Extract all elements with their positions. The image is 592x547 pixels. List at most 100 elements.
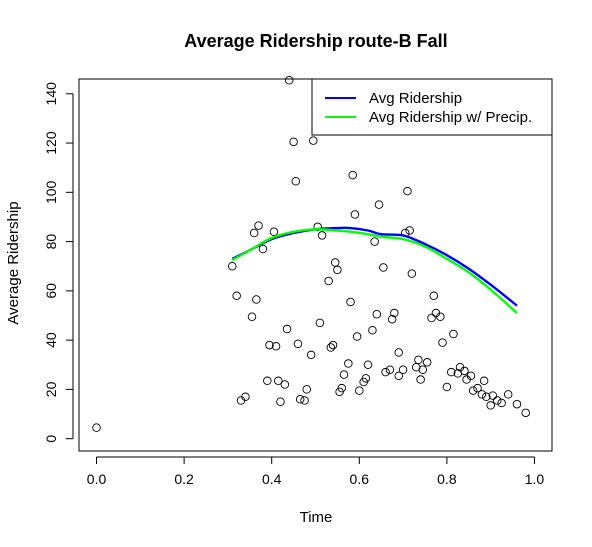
scatter-points [92, 75, 530, 432]
y-tick-label: 140 [43, 82, 59, 106]
y-tick-label: 40 [43, 332, 59, 348]
scatter-point [482, 392, 491, 402]
scatter-point [387, 314, 397, 324]
scatter-point [493, 396, 502, 405]
scatter-point [486, 401, 495, 410]
y-tick-label: 120 [43, 131, 59, 155]
scatter-point [503, 390, 513, 399]
scatter-point [293, 339, 303, 349]
scatter-point [258, 244, 268, 254]
scatter-point [372, 310, 382, 319]
scatter-point [348, 170, 357, 180]
y-tick-label: 0 [43, 435, 59, 443]
scatter-point [370, 237, 379, 246]
scatter-point [252, 295, 261, 304]
scatter-point [390, 308, 399, 318]
scatter-point [284, 75, 294, 85]
scatter-point [488, 391, 498, 400]
scatter-point [276, 397, 285, 406]
scatter-point [249, 228, 259, 238]
y-tick-label: 60 [43, 283, 59, 299]
series-line-avg-ridership-precip [231, 228, 518, 314]
scatter-point [429, 291, 439, 301]
scatter-point [337, 383, 347, 393]
x-tick-label: 0.0 [87, 471, 107, 487]
scatter-point [374, 200, 384, 209]
scatter-point [263, 376, 272, 386]
scatter-point [394, 371, 403, 381]
scatter-point [328, 340, 338, 350]
scatter-point [466, 371, 476, 381]
legend: Avg Ridership Avg Ridership w/ Precip. [311, 78, 553, 136]
x-axis-label: Time [300, 509, 333, 526]
scatter-point [254, 221, 263, 230]
scatter-point [330, 258, 340, 267]
scatter-point [368, 326, 377, 335]
scatter-point [317, 231, 327, 240]
scatter-point [326, 343, 336, 352]
scatter-point [92, 423, 101, 432]
scatter-point [497, 398, 506, 408]
series-lines [231, 226, 518, 314]
scatter-point [442, 382, 452, 392]
x-axis: 0.0 0.2 0.4 0.6 0.8 1.0 [87, 456, 545, 487]
scatter-point [271, 342, 281, 351]
scatter-point [333, 265, 342, 275]
x-tick-label: 0.2 [174, 471, 194, 487]
scatter-point [352, 332, 362, 341]
scatter-point [460, 366, 469, 376]
x-tick-label: 1.0 [525, 471, 545, 487]
scatter-point [339, 370, 349, 379]
scatter-point [315, 318, 325, 328]
scatter-point [416, 375, 425, 384]
legend-label-avg-ridership-precip: Avg Ridership w/ Precip. [369, 109, 532, 126]
scatter-point [309, 136, 318, 145]
scatter-point [291, 176, 301, 186]
scatter-point [405, 226, 414, 235]
x-tick-label: 0.6 [350, 471, 370, 487]
scatter-point [473, 383, 482, 393]
scatter-point [385, 365, 395, 374]
scatter-point [381, 367, 390, 377]
scatter-point [427, 313, 436, 323]
scatter-point [344, 359, 353, 368]
y-axis: 0 20 40 60 80 100 120 140 [43, 82, 74, 443]
scatter-point [449, 329, 458, 339]
scatter-point [398, 365, 408, 374]
scatter-point [274, 376, 283, 386]
scatter-point [350, 210, 360, 219]
scatter-point [422, 358, 432, 367]
scatter-point [232, 291, 241, 301]
y-axis-label: Average Ridership [5, 201, 22, 324]
scatter-point [295, 395, 305, 404]
chart-title: Average Ridership route-B Fall [184, 31, 447, 51]
scatter-point [512, 399, 522, 409]
scatter-point [324, 276, 333, 286]
scatter-point [313, 222, 322, 232]
scatter-point [521, 408, 530, 418]
scatter-point [447, 367, 456, 377]
scatter-point [436, 312, 445, 321]
scatter-point [407, 269, 417, 278]
scatter-point [289, 137, 298, 147]
scatter-point [394, 348, 403, 357]
scatter-point [280, 380, 290, 389]
scatter-point [477, 390, 487, 399]
scatter-point [379, 263, 388, 272]
x-tick-label: 0.8 [437, 471, 457, 487]
scatter-point [438, 338, 447, 347]
y-tick-label: 80 [43, 234, 59, 250]
x-tick-label: 0.4 [262, 471, 282, 487]
scatter-point [403, 186, 412, 196]
scatter-point [363, 360, 373, 370]
scatter-point [468, 386, 478, 395]
scatter-point [346, 297, 355, 307]
scatter-point [414, 355, 423, 365]
y-tick-label: 100 [43, 180, 59, 204]
legend-box [311, 78, 553, 136]
scatter-point [269, 227, 279, 236]
scatter-point [282, 324, 292, 334]
scatter-point [241, 392, 250, 402]
scatter-point [479, 376, 489, 386]
